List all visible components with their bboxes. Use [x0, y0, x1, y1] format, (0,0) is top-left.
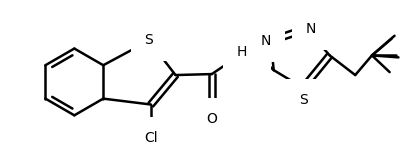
- Text: S: S: [144, 33, 153, 47]
- Text: Cl: Cl: [144, 131, 158, 145]
- Text: S: S: [298, 93, 307, 107]
- Text: N: N: [305, 22, 315, 36]
- Text: HN: HN: [236, 45, 257, 59]
- Text: O: O: [206, 112, 217, 126]
- Text: N: N: [260, 34, 271, 48]
